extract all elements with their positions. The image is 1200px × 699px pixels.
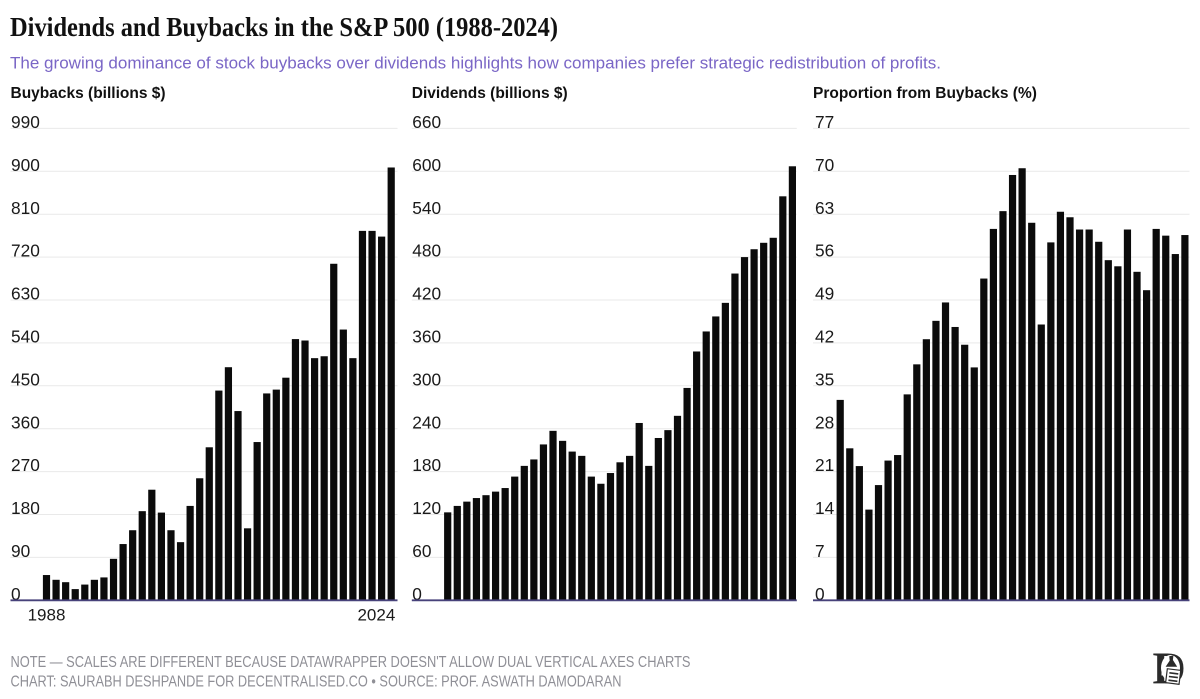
svg-text:90: 90 [11,541,30,561]
svg-text:28: 28 [815,412,834,432]
svg-text:Proportion from Buybacks (%): Proportion from Buybacks (%) [813,85,1037,102]
svg-text:180: 180 [11,498,40,518]
svg-text:540: 540 [11,327,40,347]
svg-text:360: 360 [11,412,40,432]
svg-text:480: 480 [412,241,441,261]
svg-text:240: 240 [412,412,441,432]
svg-text:63: 63 [815,198,834,218]
svg-text:42: 42 [815,327,834,347]
svg-text:49: 49 [815,284,834,304]
svg-text:720: 720 [11,241,40,261]
svg-text:1988: 1988 [28,606,66,625]
svg-text:540: 540 [412,198,441,218]
svg-text:7: 7 [815,541,825,561]
svg-text:21: 21 [815,455,834,475]
svg-text:0: 0 [11,584,21,604]
svg-text:The growing dominance of stock: The growing dominance of stock buybacks … [10,54,941,73]
svg-text:CHART: SAURABH DESHPANDE FOR D: CHART: SAURABH DESHPANDE FOR DECENTRALIS… [11,674,622,691]
svg-text:56: 56 [815,241,834,261]
svg-text:600: 600 [412,155,441,175]
svg-text:270: 270 [11,455,40,475]
svg-text:2024: 2024 [357,606,395,625]
svg-text:420: 420 [412,284,441,304]
svg-text:Dividends and Buybacks in the: Dividends and Buybacks in the S&P 500 (1… [10,11,558,42]
svg-text:360: 360 [412,327,441,347]
svg-text:60: 60 [412,541,431,561]
svg-text:35: 35 [815,369,834,389]
svg-text:14: 14 [815,498,835,518]
svg-text:0: 0 [815,584,825,604]
svg-text:77: 77 [815,112,834,132]
svg-text:300: 300 [412,369,441,389]
svg-text:180: 180 [412,455,441,475]
svg-text:660: 660 [412,112,441,132]
svg-text:990: 990 [11,112,40,132]
svg-text:120: 120 [412,498,441,518]
svg-text:70: 70 [815,155,834,175]
svg-text:0: 0 [412,584,422,604]
svg-text:NOTE — SCALES ARE DIFFERENT BE: NOTE — SCALES ARE DIFFERENT BECAUSE DATA… [11,654,691,671]
svg-text:630: 630 [11,284,40,304]
svg-text:450: 450 [11,369,40,389]
svg-text:Buybacks (billions $): Buybacks (billions $) [11,85,166,102]
svg-text:810: 810 [11,198,40,218]
svg-text:900: 900 [11,155,40,175]
svg-text:Dividends (billions $): Dividends (billions $) [412,85,568,102]
